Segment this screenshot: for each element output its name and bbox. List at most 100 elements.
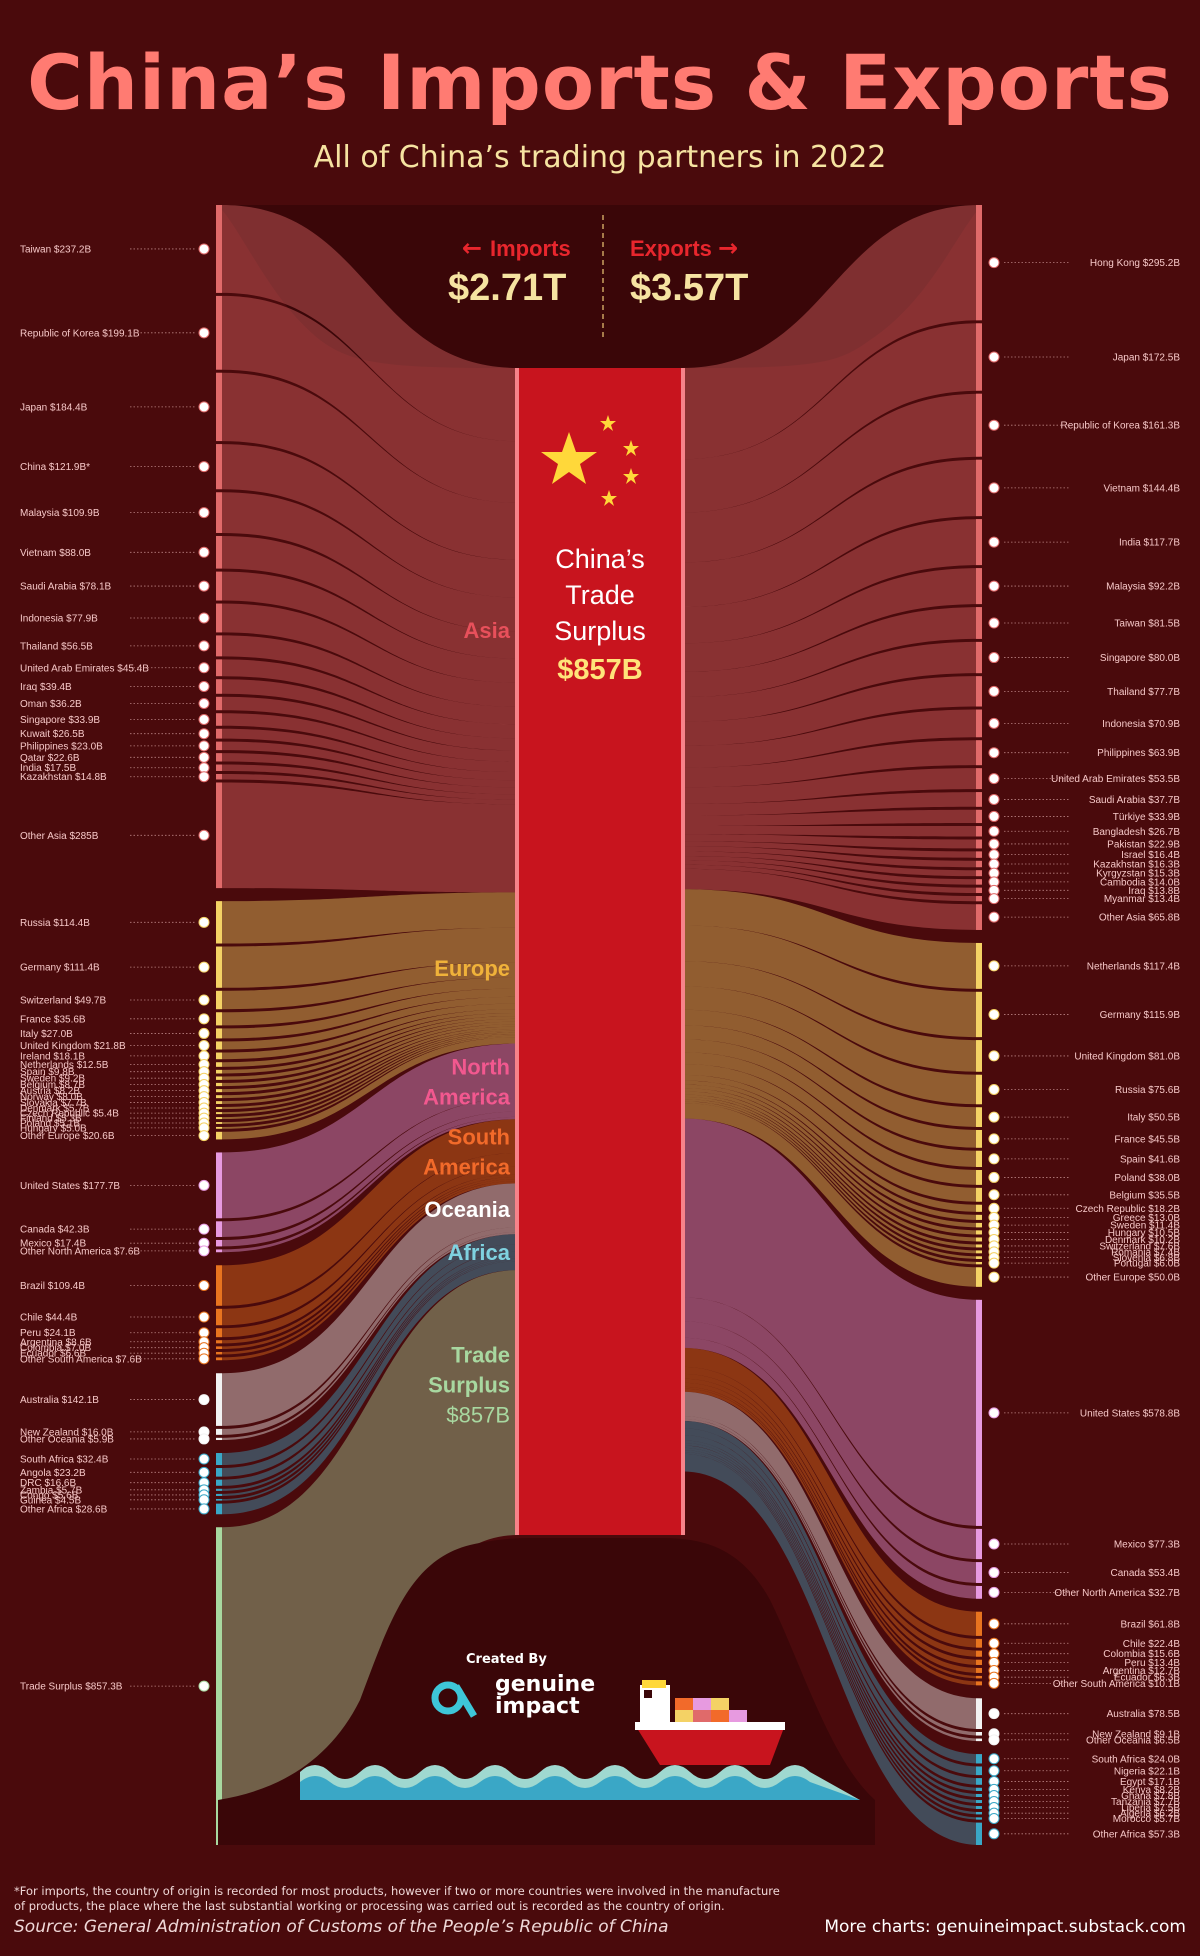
source-note: Source: General Administration of Custom… bbox=[14, 1917, 669, 1937]
flag-icon-import-vietnam bbox=[198, 546, 210, 558]
import-flow-canada bbox=[222, 1098, 518, 1237]
export-label-argentina: Argentina $12.7B bbox=[1103, 1666, 1181, 1677]
export-bar-spain bbox=[976, 1150, 982, 1168]
flag-icon-export-singapore bbox=[988, 652, 1000, 664]
import-bar-poland bbox=[216, 1122, 222, 1124]
export-bar-switzerland bbox=[976, 1244, 982, 1248]
export-label-iraq: Iraq $13.8B bbox=[1128, 886, 1180, 897]
flag-icon-export-philippines bbox=[988, 747, 1000, 759]
export-label-russia: Russia $75.6B bbox=[1115, 1085, 1180, 1096]
export-flow-sweden bbox=[682, 1084, 980, 1228]
export-flow-hungary bbox=[682, 1088, 980, 1235]
export-flow-russia bbox=[682, 986, 980, 1105]
import-bar-austria bbox=[216, 1089, 222, 1093]
export-flow-greece bbox=[682, 1080, 980, 1220]
export-bar-japan bbox=[976, 323, 982, 391]
region-label-europe: Europe bbox=[434, 956, 510, 981]
import-label-denmark: Denmark $5.7B bbox=[20, 1104, 90, 1115]
import-flow-other-asia bbox=[222, 782, 518, 893]
flag-icon-import-germany bbox=[198, 961, 210, 973]
export-flow-saudi-arabia bbox=[682, 792, 980, 816]
export-flow-israel bbox=[682, 841, 980, 858]
export-label-japan: Japan $172.5B bbox=[1113, 352, 1181, 363]
export-label-tanzania: Tanzania $7.7B bbox=[1111, 1797, 1180, 1808]
import-flow-iraq bbox=[222, 679, 518, 751]
export-flow-vietnam bbox=[682, 459, 980, 607]
export-label-other-oceania: Other Oceania $6.5B bbox=[1086, 1735, 1180, 1746]
import-bar-colombia bbox=[216, 1346, 222, 1349]
flag-icon-export-other-asia bbox=[988, 911, 1000, 923]
flag-icon-import-russia bbox=[198, 916, 210, 928]
export-bar-taiwan bbox=[976, 607, 982, 639]
import-flow-angola bbox=[222, 1244, 518, 1477]
flag-icon-export-germany bbox=[988, 1008, 1000, 1020]
export-bar-south-africa bbox=[976, 1754, 982, 1764]
import-label-kuwait: Kuwait $26.5B bbox=[20, 729, 85, 740]
flag-icon-export-other-south-america bbox=[988, 1677, 1000, 1689]
import-label-zambia: Zambia $5.7B bbox=[20, 1485, 83, 1496]
import-label-brazil: Brazil $109.4B bbox=[20, 1281, 85, 1292]
export-flow-mexico bbox=[682, 1297, 980, 1560]
export-flow-romania bbox=[682, 1096, 980, 1254]
import-flow-saudi-arabia bbox=[222, 571, 518, 683]
export-flow-canada bbox=[682, 1321, 980, 1583]
import-flow-other-north-america bbox=[222, 1116, 518, 1253]
import-label-spain: Spain $9.8B bbox=[20, 1067, 75, 1078]
import-flow-trade-surplus bbox=[222, 1270, 518, 1845]
flag-icon-export-republic-of-korea bbox=[988, 419, 1000, 431]
export-bar-kyrgyzstan bbox=[976, 870, 982, 877]
export-bar-peru bbox=[976, 1659, 982, 1665]
flag-icon-import-philippines bbox=[198, 740, 210, 752]
export-label-new-zealand: New Zealand $9.1B bbox=[1092, 1729, 1180, 1740]
flag-icon-export-netherlands bbox=[988, 960, 1000, 972]
export-flow-chile bbox=[682, 1366, 980, 1648]
import-bar-hungary bbox=[216, 1126, 222, 1129]
import-bar-kuwait bbox=[216, 728, 222, 739]
export-flow-other-north-america bbox=[682, 1337, 980, 1599]
flag-icon-export-belgium bbox=[988, 1189, 1000, 1201]
flag-icon-export-myanmar bbox=[988, 893, 1000, 905]
flag-icon-import-republic-of-korea bbox=[198, 327, 210, 339]
brand-line2: impact bbox=[495, 1694, 580, 1719]
import-label-guinea: Guinea $4.5B bbox=[20, 1495, 81, 1506]
export-bar-iraq bbox=[976, 887, 982, 894]
export-flow-t-rkiye bbox=[682, 809, 980, 827]
import-label-kazakhstan: Kazakhstan $14.8B bbox=[20, 772, 107, 783]
import-bar-slovakia bbox=[216, 1101, 222, 1104]
center-line3: Surplus bbox=[554, 616, 646, 646]
export-label-malaysia: Malaysia $92.2B bbox=[1106, 582, 1180, 593]
import-flow-netherlands bbox=[222, 1009, 518, 1067]
flag-icon-import-united-kingdom bbox=[198, 1039, 210, 1051]
import-bar-russia bbox=[216, 901, 222, 944]
import-label-belgium: Belgium $8.7B bbox=[20, 1080, 85, 1091]
more-charts-link[interactable]: More charts: genuineimpact.substack.com bbox=[824, 1917, 1186, 1937]
export-flow-algeria bbox=[682, 1450, 980, 1815]
flag-icon-import-qatar bbox=[198, 751, 210, 763]
export-bar-philippines bbox=[976, 740, 982, 766]
export-label-italy: Italy $50.5B bbox=[1127, 1113, 1180, 1124]
export-bar-malaysia bbox=[976, 568, 982, 605]
export-label-switzerland: Switzerland $7.6B bbox=[1099, 1241, 1180, 1252]
import-bar-qatar bbox=[216, 753, 222, 762]
import-bar-trade-surplus bbox=[216, 1527, 222, 1845]
export-bar-slovenia bbox=[976, 1256, 982, 1259]
export-flow-liberia bbox=[682, 1447, 980, 1809]
region-label-oceania: Oceania bbox=[424, 1197, 510, 1222]
export-flow-poland bbox=[682, 1052, 980, 1185]
export-bar-vietnam bbox=[976, 459, 982, 517]
import-label-other-north-america: Other North America $7.6B bbox=[20, 1246, 140, 1257]
brand-line1: genuine bbox=[495, 1672, 596, 1697]
export-bar-portugal bbox=[976, 1261, 982, 1265]
import-label-italy: Italy $27.0B bbox=[20, 1029, 73, 1040]
flag-icon-import-switzerland bbox=[198, 994, 210, 1006]
import-flow-united-states bbox=[222, 1043, 518, 1219]
water-waves-icon bbox=[300, 1765, 860, 1800]
import-bar-ecuador bbox=[216, 1351, 222, 1355]
import-flow-republic-of-korea bbox=[222, 295, 518, 503]
export-flow-pakistan bbox=[682, 834, 980, 849]
import-bar-norway bbox=[216, 1095, 222, 1099]
export-label-denmark: Denmark $10.2B bbox=[1105, 1235, 1180, 1246]
import-label-china: China $121.9B* bbox=[20, 462, 90, 473]
flag-icon-export-vietnam bbox=[988, 482, 1000, 494]
flag-icon-export-russia bbox=[988, 1084, 1000, 1096]
